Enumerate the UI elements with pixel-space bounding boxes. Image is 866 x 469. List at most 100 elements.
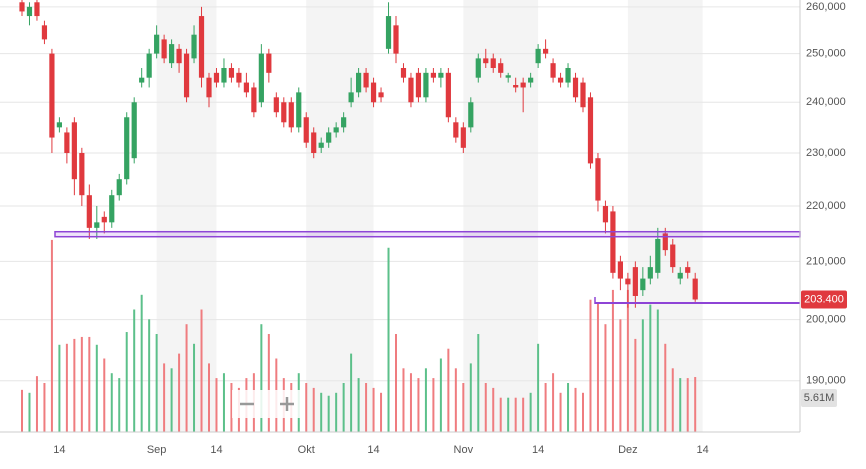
candle-body [625, 278, 631, 285]
candle-body [602, 205, 609, 223]
volume-bar [522, 397, 525, 432]
volume-bar [222, 373, 225, 432]
volume-bar [305, 383, 308, 432]
volume-bar [58, 344, 61, 432]
x-tick-label: 14 [532, 444, 544, 456]
candle-body [550, 63, 556, 78]
candle-body [385, 16, 392, 49]
candle-body [445, 72, 451, 118]
volume-bar [462, 383, 465, 432]
candle-body [49, 53, 55, 138]
zoom-out-button[interactable] [236, 393, 258, 415]
volume-bar [544, 383, 547, 432]
candle-body [543, 48, 549, 54]
volume-bar [477, 334, 480, 432]
volume-bar [200, 309, 203, 432]
candle-body [281, 102, 287, 123]
volume-bar [215, 378, 218, 432]
candle-body [94, 222, 100, 228]
candle-body [632, 267, 638, 296]
volume-bar [170, 368, 173, 432]
volume-bar [679, 378, 682, 432]
volume-bar [260, 324, 263, 432]
candle-body [692, 278, 698, 300]
volume-bar [110, 373, 113, 432]
candle-body [453, 122, 459, 138]
zoom-in-button[interactable] [276, 393, 298, 415]
x-tick-label: Sep [147, 444, 167, 456]
candle-body [438, 72, 444, 78]
y-tick-label: 190,000 [806, 375, 846, 387]
volume-bar [178, 353, 181, 432]
candle-body [139, 77, 145, 83]
volume-bar [671, 368, 674, 432]
volume-bar [350, 353, 353, 432]
candle-body [677, 272, 683, 279]
volume-bar [619, 319, 622, 432]
candle-body [64, 132, 70, 153]
candle-body [513, 85, 519, 88]
volume-bar [73, 338, 76, 432]
volume-bar [484, 383, 487, 432]
candle-body [288, 102, 294, 128]
volume-bar [155, 334, 158, 432]
candle-body [318, 142, 324, 148]
candle-body [341, 117, 347, 128]
candle-body [183, 53, 190, 98]
y-tick-label: 230,000 [806, 147, 846, 159]
last-price-label: 203.400 [804, 293, 844, 305]
candle-body [415, 72, 422, 98]
candle-body [655, 238, 661, 273]
volume-bar [103, 358, 106, 432]
candle-body [647, 267, 653, 279]
y-tick-label: 260,000 [806, 1, 846, 13]
volume-bar [395, 334, 397, 432]
last-volume-box [801, 389, 837, 407]
candle-body [535, 48, 541, 64]
volume-bar [499, 397, 502, 432]
y-tick-label: 240,000 [806, 96, 846, 108]
candle-body [498, 63, 504, 73]
volume-bar [372, 387, 375, 432]
volume-bar [140, 294, 143, 432]
candle-body [393, 25, 399, 54]
volume-bar [454, 368, 457, 432]
volume-bar [552, 373, 555, 432]
candle-body [662, 233, 668, 251]
volume-bar [582, 392, 584, 432]
volume-bar [327, 395, 330, 432]
volume-bar [357, 378, 360, 432]
last-price-box [801, 290, 847, 309]
volume-bar [88, 336, 91, 432]
candle-body [423, 72, 429, 98]
volume-bar [43, 383, 46, 432]
zoom-controls [232, 390, 304, 418]
candle-body [483, 58, 489, 64]
candle-body [206, 77, 212, 98]
candle-body [101, 216, 107, 223]
x-tick-label: 14 [367, 444, 379, 456]
volume-bar [365, 383, 368, 432]
x-tick-label: 14 [210, 444, 222, 456]
candle-body [378, 92, 384, 98]
volume-bar [35, 376, 38, 432]
volume-bar [649, 304, 652, 432]
candle-body [251, 87, 257, 113]
candle-body [528, 77, 534, 83]
volume-bar [21, 389, 23, 432]
candle-body [520, 82, 526, 88]
candle-body [475, 58, 481, 78]
volume-bar [409, 373, 412, 432]
volume-bar [686, 378, 689, 432]
candle-body [116, 179, 122, 196]
volume-bar [342, 383, 345, 432]
volume-bar [312, 387, 315, 432]
volume-bar [424, 368, 427, 432]
candle-body [154, 34, 160, 54]
volume-bar [567, 383, 570, 432]
volume-bar [193, 343, 196, 432]
candle-body [79, 152, 85, 196]
volume-bar [387, 247, 390, 432]
volume-bar [664, 343, 667, 432]
